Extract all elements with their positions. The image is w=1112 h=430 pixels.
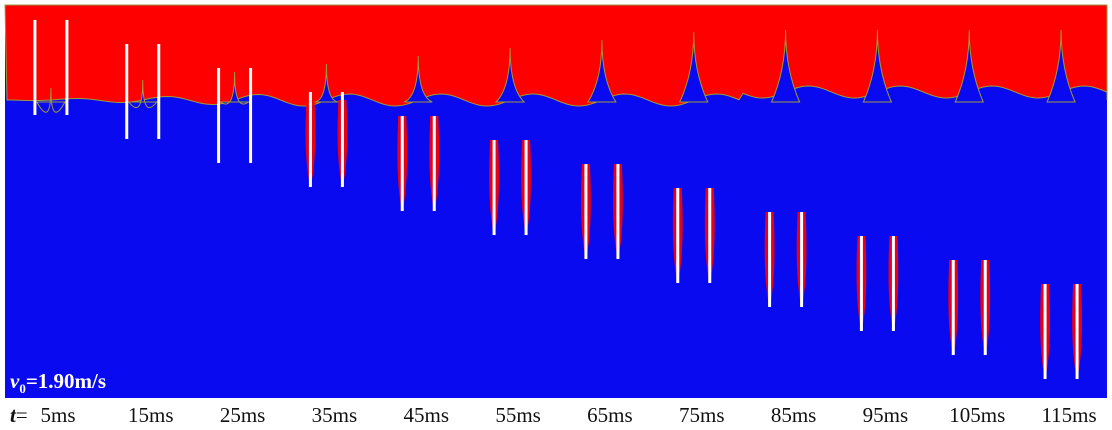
panels (4, 4, 1108, 379)
time-label: 105ms (949, 403, 1005, 427)
time-label: 35ms (312, 403, 358, 427)
jet (127, 79, 158, 108)
jet (1046, 29, 1076, 103)
jet (219, 71, 251, 105)
time-label: 5ms (40, 403, 75, 427)
time-label: 85ms (771, 403, 817, 427)
jet (36, 87, 66, 113)
time-label: 25ms (220, 403, 266, 427)
time-label: 55ms (495, 403, 541, 427)
time-label: 115ms (1041, 403, 1096, 427)
time-labels: 5ms 15ms 25ms 35ms 45ms 55ms 65ms 75ms 85ms 95ms 1… (40, 403, 1096, 427)
jet (494, 47, 526, 103)
velocity-label: v0=1.90m/s (10, 369, 106, 396)
time-label: 95ms (863, 403, 909, 427)
jet (954, 29, 985, 103)
time-label: 15ms (128, 403, 174, 427)
jet (312, 63, 341, 103)
jet (587, 39, 617, 103)
jet (862, 29, 893, 103)
gas (4, 4, 1108, 107)
jet (678, 31, 709, 103)
time-label: 65ms (587, 403, 633, 427)
time-label: 45ms (403, 403, 449, 427)
time-label: 75ms (679, 403, 725, 427)
time-prefix: t= (10, 403, 28, 427)
jet (770, 29, 801, 103)
jet (404, 55, 433, 103)
